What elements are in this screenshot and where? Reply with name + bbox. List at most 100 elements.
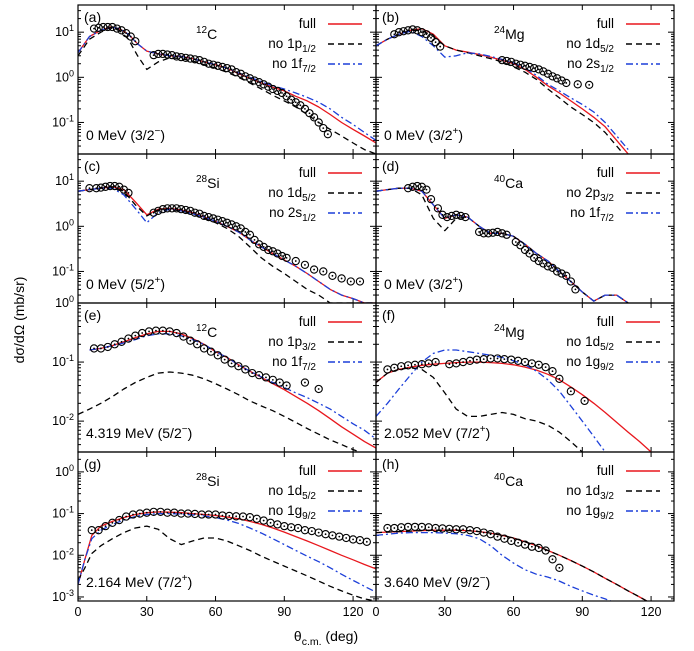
legend-label: no 1f7/2 — [570, 205, 614, 224]
data-point — [186, 206, 195, 216]
legend-label: no 1p3/2 — [268, 334, 316, 353]
legend-label: no 1d5/2 — [268, 483, 316, 502]
data-point — [309, 265, 319, 274]
data-point — [259, 80, 268, 89]
data-point — [227, 220, 236, 229]
nucleus-label: 28Si — [196, 472, 220, 489]
legend-label: full — [299, 314, 316, 329]
data-point — [552, 74, 562, 83]
data-point — [539, 259, 548, 268]
panel-label: (f) — [382, 307, 395, 323]
data-point — [199, 211, 209, 221]
data-point — [447, 211, 456, 221]
data-point — [573, 80, 582, 89]
series-dash-line — [376, 529, 649, 601]
nucleus-label: 40Ca — [494, 174, 523, 191]
legend-label: no 1p1/2 — [268, 36, 316, 55]
panel-label: (d) — [382, 158, 399, 174]
nucleus-label: 28Si — [196, 174, 220, 191]
state-label: 2.164 MeV (7/2+) — [86, 573, 192, 590]
data-point — [126, 32, 135, 41]
data-point — [337, 274, 346, 283]
data-point — [254, 78, 264, 87]
panel-label: (a) — [84, 9, 101, 25]
data-point — [206, 347, 216, 356]
panel-label: (h) — [382, 456, 399, 472]
data-point — [566, 387, 575, 396]
data-point — [399, 27, 408, 36]
legend-label: no 1g9/2 — [268, 503, 316, 522]
data-point — [534, 256, 543, 266]
data-point — [530, 63, 539, 73]
data-point — [236, 69, 245, 78]
data-point — [213, 61, 222, 70]
data-point — [497, 229, 507, 238]
x-axis-label: θc.m. (deg) — [294, 628, 358, 648]
data-point — [241, 365, 250, 374]
legend-label: no 1f7/2 — [272, 56, 316, 75]
data-point — [497, 56, 507, 65]
data-point — [431, 38, 440, 47]
data-point — [346, 277, 355, 286]
data-point — [218, 62, 227, 72]
x-tick-label: 30 — [438, 605, 452, 619]
x-tick-label: 60 — [507, 605, 521, 619]
legend-label: no 2p3/2 — [566, 185, 614, 204]
data-point — [520, 61, 530, 70]
data-point — [154, 206, 163, 216]
data-point — [112, 24, 122, 33]
data-point — [254, 240, 264, 249]
state-label: 0 MeV (3/2+) — [384, 126, 463, 143]
data-point — [479, 229, 488, 238]
data-point — [291, 256, 300, 266]
data-point — [220, 355, 229, 364]
legend-label: no 1g9/2 — [566, 503, 614, 522]
plot-area — [78, 326, 376, 452]
data-point — [101, 521, 110, 531]
data-point — [305, 109, 314, 118]
panel-label: (g) — [84, 456, 101, 472]
data-point — [124, 188, 133, 198]
x-tick-label: 90 — [277, 605, 291, 619]
data-point — [154, 49, 163, 59]
data-point — [362, 537, 371, 546]
y-axis-label: dσ/dΩ (mb/sr) — [11, 277, 27, 364]
data-point — [539, 67, 548, 76]
series-dashdot-line — [376, 531, 613, 601]
data-point — [287, 95, 296, 104]
data-point — [452, 210, 461, 219]
series-dashdot-line — [78, 26, 376, 141]
data-point — [390, 30, 399, 39]
data-point — [232, 68, 241, 77]
data-point — [566, 277, 575, 286]
data-point — [541, 362, 550, 372]
data-point — [232, 222, 241, 231]
data-point — [548, 367, 557, 376]
data-point — [209, 60, 218, 69]
data-point — [241, 72, 250, 81]
x-tick-label: 120 — [343, 605, 364, 619]
data-point — [245, 230, 255, 239]
legend-label: no 1d5/2 — [566, 334, 614, 353]
data-point — [103, 342, 112, 352]
data-point — [456, 211, 465, 221]
data-point — [543, 69, 553, 78]
data-point — [541, 546, 550, 555]
data-point — [234, 362, 243, 371]
data-point — [436, 42, 445, 51]
data-point — [268, 84, 277, 94]
plot-area — [78, 181, 376, 303]
data-point — [245, 74, 255, 83]
data-point — [555, 374, 564, 383]
data-point — [511, 59, 520, 68]
data-point — [562, 78, 571, 88]
data-point — [227, 359, 236, 368]
data-point — [328, 271, 337, 280]
legend-label: no 1d3/2 — [566, 483, 614, 502]
data-point — [227, 65, 236, 74]
data-point — [585, 80, 594, 90]
data-point — [543, 262, 553, 271]
data-point — [323, 130, 333, 139]
